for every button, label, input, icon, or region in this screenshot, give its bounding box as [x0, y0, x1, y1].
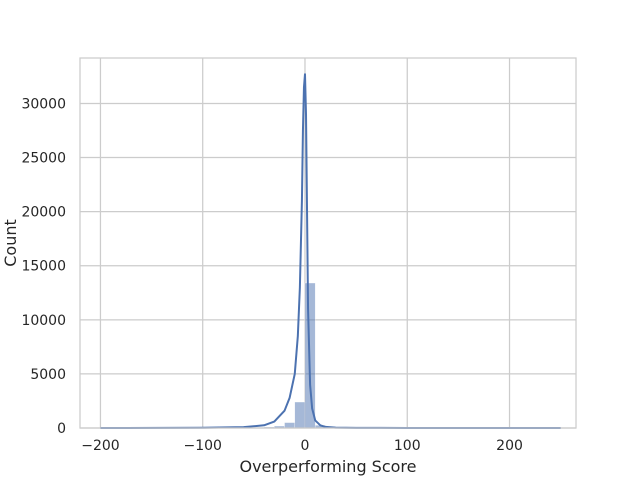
- y-tick-label-1: 5000: [30, 367, 66, 383]
- y-tick-label-4: 20000: [21, 205, 66, 221]
- histogram-bar-18: [284, 422, 296, 429]
- y-axis-label: Count: [1, 219, 20, 267]
- y-tick-label-2: 10000: [21, 313, 66, 329]
- y-tick-label-0: 0: [57, 421, 66, 437]
- x-axis-ticks: −200 −100 0 100 200: [81, 438, 523, 454]
- kde-layer: [100, 73, 561, 429]
- x-tick-label-1: −100: [183, 438, 221, 454]
- x-axis-label: Overperforming Score: [239, 457, 416, 476]
- histogram-bar-19: [294, 401, 306, 429]
- plot-frame: [79, 57, 577, 429]
- y-tick-label-6: 30000: [21, 96, 66, 112]
- grid-layer: [80, 58, 576, 429]
- y-axis-ticks: 0 5000 10000 15000 20000 25000 30000: [21, 96, 66, 437]
- x-tick-label-4: 200: [496, 438, 523, 454]
- y-tick-label-3: 15000: [21, 259, 66, 275]
- bars-layer: [100, 282, 561, 429]
- x-tick-label-2: 0: [301, 438, 310, 454]
- y-tick-label-5: 25000: [21, 151, 66, 167]
- x-tick-label-3: 100: [394, 438, 421, 454]
- x-tick-label-0: −200: [81, 438, 119, 454]
- kde-curve: [100, 73, 561, 429]
